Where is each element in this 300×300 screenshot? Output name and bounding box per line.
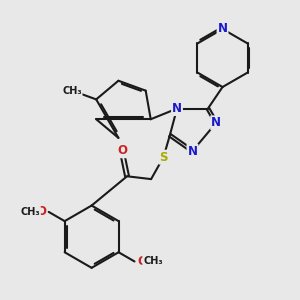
Text: CH₃: CH₃ [20,207,40,217]
Text: O: O [118,144,128,157]
Text: N: N [218,22,227,35]
Text: CH₃: CH₃ [143,256,163,266]
Text: N: N [172,102,182,115]
Text: N: N [211,116,221,129]
Text: O: O [137,255,147,268]
Text: S: S [159,151,168,164]
Text: N: N [188,145,197,158]
Text: O: O [36,206,46,218]
Text: CH₃: CH₃ [62,85,82,96]
